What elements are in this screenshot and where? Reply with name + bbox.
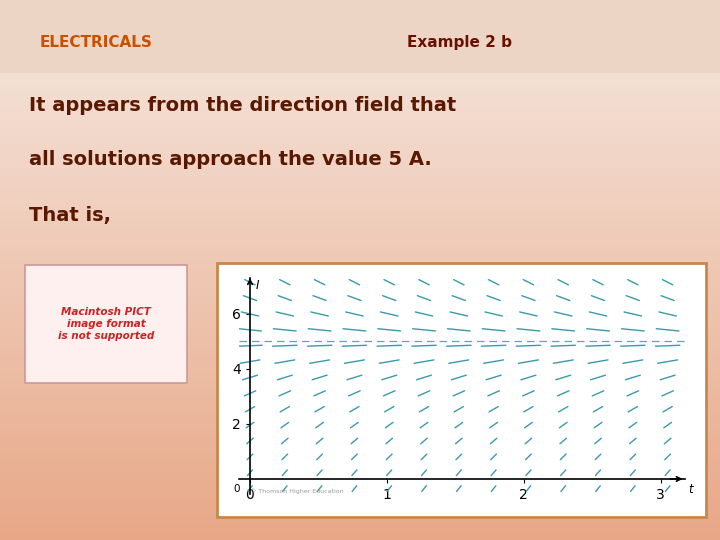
FancyBboxPatch shape [25,265,187,383]
Text: all solutions approach the value 5 A.: all solutions approach the value 5 A. [29,150,431,169]
Text: It appears from the direction field that: It appears from the direction field that [29,96,456,115]
Text: Macintosh PICT
image format
is not supported: Macintosh PICT image format is not suppo… [58,307,154,341]
Bar [0,0,720,73]
Text: That is,: That is, [29,206,111,226]
Text: © Thomson Higher Education: © Thomson Higher Education [250,488,343,494]
Text: Example 2 b: Example 2 b [407,35,512,50]
Text: 0: 0 [233,484,240,495]
FancyBboxPatch shape [217,263,706,517]
Text: t: t [688,483,693,496]
Text: I: I [256,280,259,293]
Text: ELECTRICALS: ELECTRICALS [40,35,153,50]
